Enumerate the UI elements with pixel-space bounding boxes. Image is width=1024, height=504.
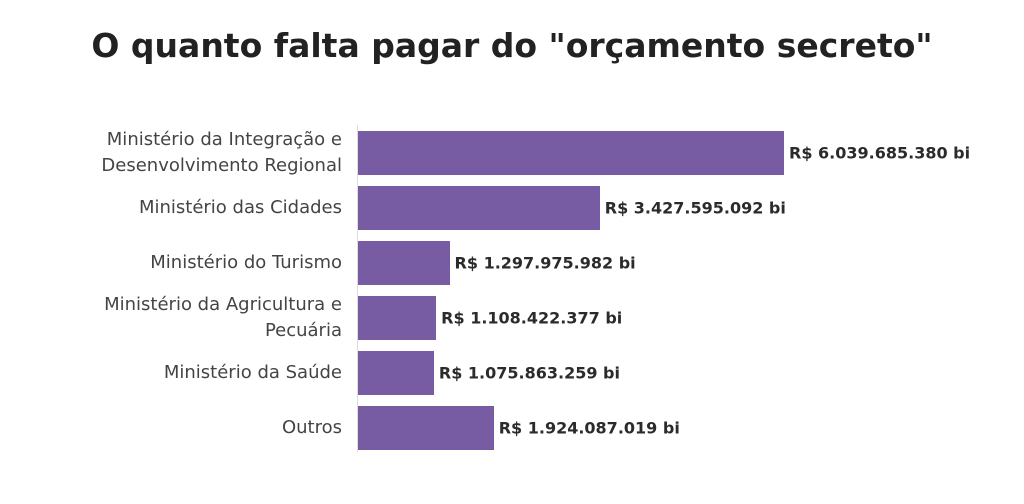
axis-line xyxy=(357,125,358,452)
category-label: Ministério das Cidades xyxy=(138,197,342,218)
bar xyxy=(358,241,450,285)
value-label: R$ 1.108.422.377 bi xyxy=(441,308,623,328)
bar xyxy=(358,186,600,230)
bar xyxy=(358,131,784,175)
category-label: Ministério da Saúde xyxy=(163,362,342,383)
category-label: Ministério da Integração e Desenvolvimen… xyxy=(101,129,342,176)
bar xyxy=(358,296,437,340)
category-label: Outros xyxy=(281,417,342,438)
category-label: Ministério do Turismo xyxy=(150,252,342,273)
value-label: R$ 1.297.975.982 bi xyxy=(454,253,636,273)
value-label: R$ 6.039.685.380 bi xyxy=(789,143,971,163)
bar xyxy=(358,351,434,395)
bar xyxy=(358,406,494,450)
value-label: R$ 1.075.863.259 bi xyxy=(438,363,620,383)
category-label: Ministério da Agricultura e Pecuária xyxy=(104,294,342,341)
chart-title: O quanto falta pagar do "orçamento secre… xyxy=(91,26,933,65)
value-label: R$ 1.924.087.019 bi xyxy=(498,418,680,438)
value-label: R$ 3.427.595.092 bi xyxy=(604,198,786,218)
